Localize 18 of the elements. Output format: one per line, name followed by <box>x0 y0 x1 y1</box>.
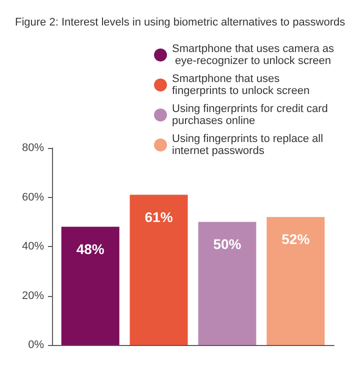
y-tick-label: 20% <box>22 290 44 302</box>
legend-label: Using fingerprints to replace all internet passwords <box>172 133 326 157</box>
legend-label: Smartphone that uses fingerprints to unlock screen <box>172 73 310 97</box>
y-tick-label: 0% <box>28 339 44 351</box>
y-tick-label: 40% <box>22 240 44 252</box>
data-label: 61% <box>144 208 174 225</box>
y-tick-label: 80% <box>22 142 44 154</box>
bar <box>61 226 120 345</box>
y-tick-label: 60% <box>22 191 44 204</box>
legend-label: Smartphone that uses camera as eye-recognizer to unlock screen <box>172 43 335 67</box>
bar <box>130 194 188 345</box>
chart-title: Figure 2: Interest levels in using biometric alternatives to passwords <box>15 16 346 28</box>
data-label: 50% <box>213 236 242 252</box>
legend-label: Using fingerprints for credit card purchases online <box>172 103 331 127</box>
bar <box>266 216 325 345</box>
data-label: 48% <box>76 240 105 257</box>
data-label: 52% <box>282 230 310 247</box>
bar <box>198 222 256 345</box>
